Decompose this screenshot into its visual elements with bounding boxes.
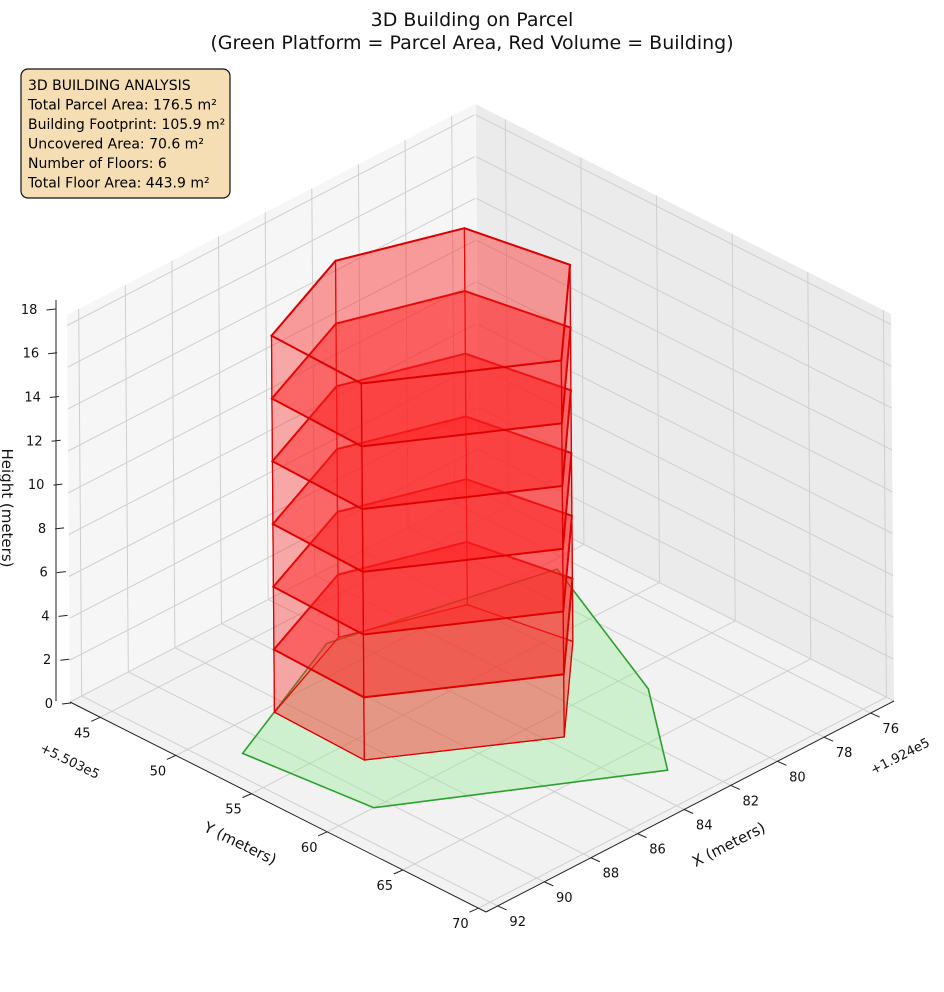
x-tick-label-0: 76 <box>882 722 899 737</box>
y-tick-mark-5 <box>469 907 479 913</box>
x-tick-label-2: 80 <box>789 770 806 785</box>
building-floor-6 <box>269 227 572 448</box>
z-tick-mark-0 <box>61 702 72 705</box>
x-tick-label-4: 84 <box>696 819 713 834</box>
x-tick-mark-3 <box>730 784 741 790</box>
z-tick-label-5: 10 <box>28 478 45 493</box>
info-line-floors: Number of Floors: 6 <box>28 156 167 172</box>
z-tick-label-0: 0 <box>45 697 53 712</box>
info-line-floor-area: Total Floor Area: 443.9 m² <box>27 176 210 192</box>
info-line-uncovered: Uncovered Area: 70.6 m² <box>28 137 204 153</box>
z-tick-mark-9 <box>46 308 56 311</box>
x-tick-mark-4 <box>683 809 694 814</box>
x-tick-label-8: 92 <box>509 915 526 930</box>
y-tick-label-5: 70 <box>452 917 469 932</box>
z-tick-mark-3 <box>56 571 66 574</box>
parcel-polygon <box>241 568 669 809</box>
tick-labels: 76 78 80 82 84 86 88 90 92 45 50 55 60 65 70 0 2 4 6 8 10 12 1… <box>21 303 899 932</box>
info-line-title: 3D BUILDING ANALYSIS <box>28 78 191 94</box>
chart-title-line1: 3D Building on Parcel <box>371 9 574 31</box>
y-tick-mark-1 <box>166 754 177 760</box>
info-line-parcel-area: Total Parcel Area: 176.5 m² <box>27 98 217 114</box>
x-tick-mark-7 <box>544 881 554 887</box>
x-tick-label-1: 78 <box>836 746 853 761</box>
y-tick-label-4: 65 <box>377 879 394 894</box>
x-tick-mark-6 <box>590 857 601 863</box>
z-tick-label-2: 4 <box>41 609 49 624</box>
z-tick-mark-2 <box>58 614 68 617</box>
x-tick-label-7: 90 <box>556 891 573 906</box>
x-tick-mark-2 <box>777 760 787 766</box>
y-tick-mark-0 <box>91 716 101 722</box>
z-tick-label-7: 14 <box>24 391 41 406</box>
chart-title-line2: (Green Platform = Parcel Area, Red Volum… <box>210 32 733 54</box>
axis-lines <box>55 103 895 913</box>
x-tick-label-3: 82 <box>743 794 760 809</box>
y-tick-mark-2 <box>242 793 252 799</box>
left-back-pane <box>475 104 894 701</box>
x-tick-label-5: 86 <box>649 843 666 858</box>
y-tick-mark-4 <box>393 869 404 875</box>
z-tick-mark-5 <box>53 483 63 486</box>
info-box-background <box>20 68 231 199</box>
x-tick-label-6: 88 <box>603 867 620 882</box>
building-floor-3 <box>271 415 573 636</box>
x-tick-mark-8 <box>497 905 507 911</box>
z-tick-mark-7 <box>49 396 59 399</box>
info-line-footprint: Building Footprint: 105.9 m² <box>28 117 225 133</box>
z-tick-label-9: 18 <box>21 303 38 318</box>
building-floor-4 <box>270 352 573 573</box>
z-tick-mark-1 <box>60 658 70 661</box>
pane-corner-edge <box>474 103 479 492</box>
y-tick-label-2: 55 <box>225 803 242 818</box>
x-tick-mark-0 <box>870 712 880 718</box>
y-tick-mark-3 <box>317 831 328 837</box>
floor-pane <box>70 491 894 912</box>
y-tick-label-3: 60 <box>301 841 318 856</box>
building-floor-5 <box>270 289 572 511</box>
x-tick-mark-5 <box>637 833 647 839</box>
y-axis-label: Y (meters) <box>200 818 279 869</box>
x-offset-label: +1.924e5 <box>868 736 932 779</box>
z-tick-label-8: 16 <box>23 347 40 362</box>
z-tick-mark-4 <box>55 527 65 530</box>
building-floor-1 <box>272 540 574 762</box>
x-axis-line <box>485 700 895 913</box>
info-box: 3D BUILDING ANALYSIS Total Parcel Area: … <box>20 68 231 199</box>
z-tick-label-6: 12 <box>26 434 43 449</box>
z-tick-mark-6 <box>51 439 61 442</box>
floor-6-top-face <box>269 227 572 385</box>
parcel-platform <box>241 568 669 809</box>
z-tick-label-1: 2 <box>43 653 51 668</box>
y-tick-label-0: 45 <box>74 726 91 741</box>
z-tick-mark-8 <box>48 352 58 355</box>
z-tick-label-3: 6 <box>40 566 48 581</box>
building-volume <box>269 227 574 762</box>
z-axis-label: Height (meters) <box>0 449 16 568</box>
y-axis-line <box>69 701 487 913</box>
y-offset-label: +5.503e5 <box>37 741 101 783</box>
x-tick-mark-1 <box>823 736 834 742</box>
y-tick-label-1: 50 <box>150 765 167 780</box>
z-tick-label-4: 8 <box>38 522 46 537</box>
